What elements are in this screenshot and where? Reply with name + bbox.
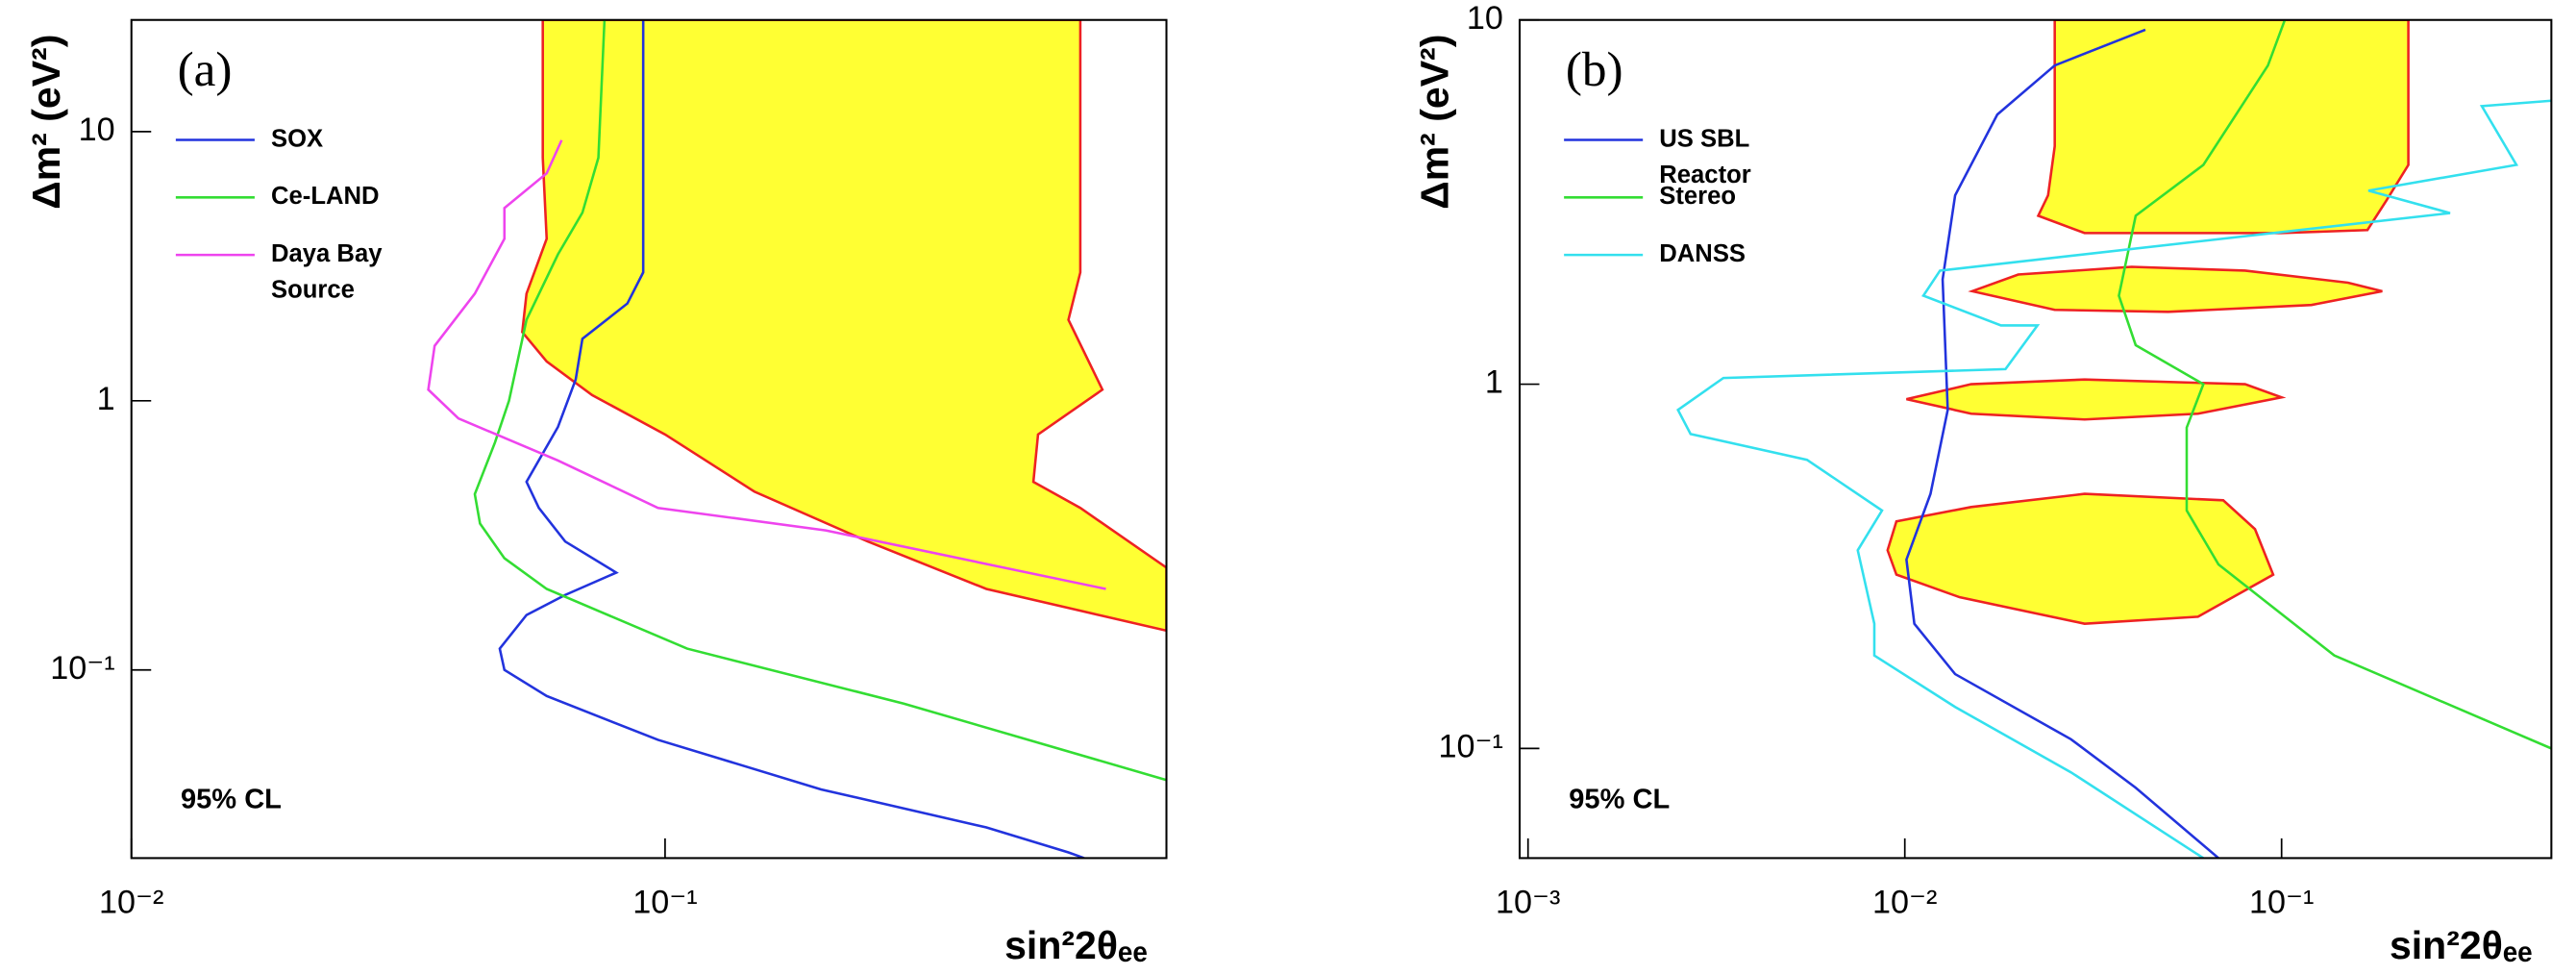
plot-frame — [130, 18, 1168, 860]
y-tick-label: 10 — [79, 112, 115, 148]
panel-label: (b) — [1566, 42, 1623, 97]
legend-entry: DANSS — [1659, 239, 1746, 268]
legend-label: DANSS — [1659, 239, 1746, 268]
legend-label: Daya Bay Source — [271, 239, 383, 305]
y-tick-label: 1 — [1485, 364, 1503, 401]
plot-frame — [1518, 18, 2553, 860]
exclusion-curve — [1905, 28, 2219, 859]
legend-entry: Ce-LAND — [271, 182, 380, 212]
exclusion-curve — [427, 139, 1106, 590]
panel-label: (a) — [178, 42, 233, 97]
x-axis-label: sin²2θₑₑ — [2390, 923, 2533, 967]
legend-label: Stereo — [1659, 182, 1737, 212]
legend-label: US SBL Reactor — [1659, 125, 1751, 189]
allowed-region — [521, 19, 1167, 633]
legend-label: SOX — [271, 125, 324, 154]
annotation: 95% CL — [1569, 784, 1670, 814]
y-tick-label: 10⁻¹ — [50, 650, 114, 687]
x-axis-label: sin²2θₑₑ — [1004, 923, 1148, 967]
x-tick-label: 10⁻² — [1872, 884, 1937, 920]
exclusion-curve — [2118, 19, 2552, 750]
exclusion-curve — [498, 19, 1085, 859]
legend-label: Ce-LAND — [271, 182, 380, 212]
y-tick-label: 10 — [1467, 0, 1503, 37]
allowed-region — [1968, 265, 2383, 313]
y-axis-label: Δm² (eV²) — [1412, 35, 1456, 210]
y-axis-label: Δm² (eV²) — [24, 35, 68, 210]
x-tick-label: 10⁻¹ — [632, 884, 697, 920]
legend-entry: Stereo — [1659, 182, 1737, 212]
allowed-region — [1906, 378, 2287, 421]
y-tick-label: 1 — [97, 381, 115, 417]
legend-entry: SOX — [271, 125, 324, 154]
plot-area — [427, 19, 1167, 859]
exclusion-curve — [1676, 99, 2552, 859]
legend-entry: Daya Bay Source — [271, 239, 383, 305]
x-tick-label: 10⁻¹ — [2249, 884, 2314, 920]
allowed-region — [1886, 492, 2275, 625]
allowed-region — [2036, 19, 2410, 235]
x-tick-label: 10⁻³ — [1496, 884, 1560, 920]
y-tick-label: 10⁻¹ — [1438, 728, 1502, 764]
legend-entry: US SBL Reactor — [1659, 125, 1751, 189]
x-tick-label: 10⁻² — [99, 884, 163, 920]
exclusion-curve — [473, 19, 1167, 782]
annotation: 95% CL — [181, 784, 282, 814]
plot-area — [1676, 19, 2552, 859]
